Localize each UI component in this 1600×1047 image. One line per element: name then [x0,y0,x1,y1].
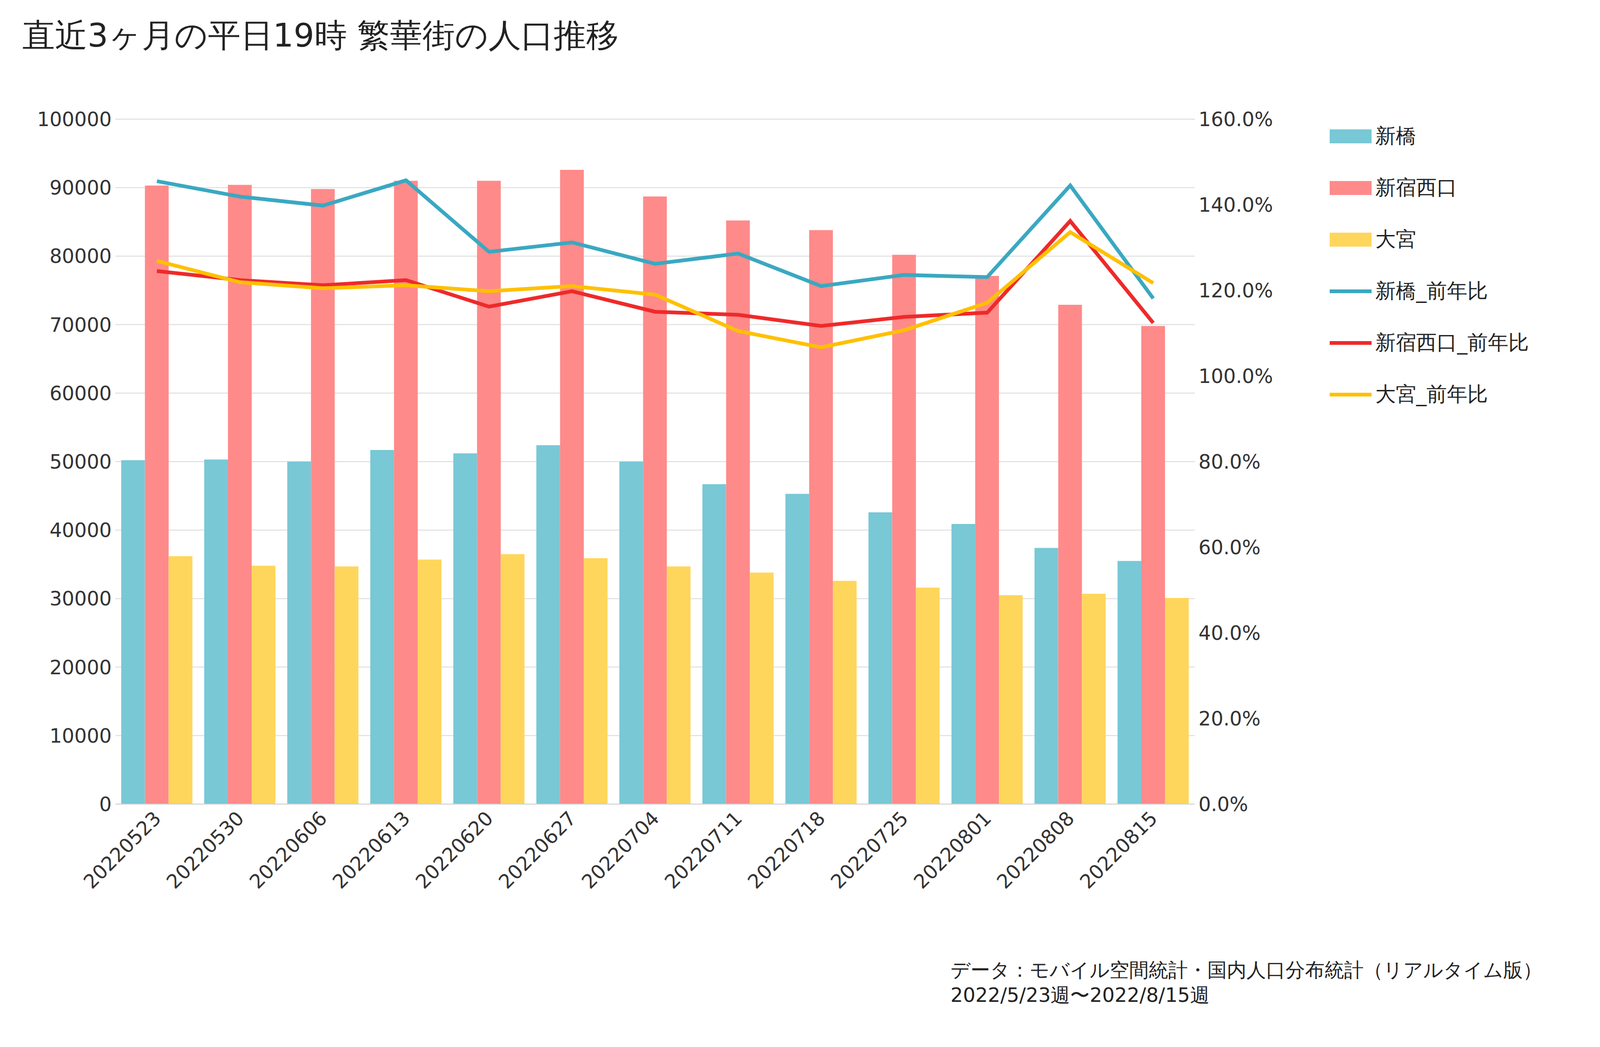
html-text:新宿西口_前年比: 新宿西口_前年比 [1375,330,1529,355]
html-text:大宮_前年比: 大宮_前年比 [1375,381,1488,406]
svg-text:40.0%: 40.0% [1198,621,1261,645]
html-text:新橋: 新橋 [1375,123,1417,148]
svg-text:20220725: 20220725 [826,806,913,894]
svg-text:40000: 40000 [49,518,112,542]
svg-text:20220606: 20220606 [245,806,332,894]
svg-text:20220620: 20220620 [411,806,498,894]
svg-text:20220711: 20220711 [660,806,747,894]
svg-text:30000: 30000 [49,587,112,610]
svg-text:20220815: 20220815 [1075,806,1162,894]
svg-text:100000: 100000 [37,107,112,131]
svg-text:0: 0 [99,792,112,816]
svg-text:20220801: 20220801 [909,806,996,894]
svg-text:160.0%: 160.0% [1198,107,1273,131]
html-text:直近3ヶ月の平日19時 繁華街の人口推移: 直近3ヶ月の平日19時 繁華街の人口推移 [22,16,619,55]
svg-text:20220523: 20220523 [79,806,166,894]
svg-text:140.0%: 140.0% [1198,193,1273,217]
html-text:データ：モバイル空間統計・国内人口分布統計（リアルタイム版）: データ：モバイル空間統計・国内人口分布統計（リアルタイム版） [950,958,1543,982]
svg-text:10000: 10000 [49,724,112,748]
svg-text:0.0%: 0.0% [1198,792,1249,816]
html-text:大宮: 大宮 [1375,227,1417,251]
svg-text:20220627: 20220627 [494,806,581,894]
html-text:2022/5/23週〜2022/8/15週: 2022/5/23週〜2022/8/15週 [950,983,1210,1007]
svg-text:20000: 20000 [49,656,112,679]
svg-text:100.0%: 100.0% [1198,364,1273,388]
svg-text:20220613: 20220613 [328,806,415,894]
svg-text:20.0%: 20.0% [1198,707,1261,730]
svg-text:120.0%: 120.0% [1198,279,1273,302]
svg-text:20220530: 20220530 [161,806,249,894]
svg-text:60.0%: 60.0% [1198,535,1261,559]
svg-text:80000: 80000 [49,244,112,268]
html-text:新橋_前年比: 新橋_前年比 [1375,278,1488,303]
svg-text:20220718: 20220718 [743,806,830,894]
svg-text:20220704: 20220704 [577,806,664,894]
svg-text:50000: 50000 [49,450,112,474]
html-text:新宿西口: 新宿西口 [1375,175,1458,200]
svg-text:70000: 70000 [49,313,112,337]
svg-text:90000: 90000 [49,176,112,200]
svg-text:20220808: 20220808 [992,806,1079,894]
svg-text:60000: 60000 [49,381,112,405]
svg-text:80.0%: 80.0% [1198,450,1261,474]
